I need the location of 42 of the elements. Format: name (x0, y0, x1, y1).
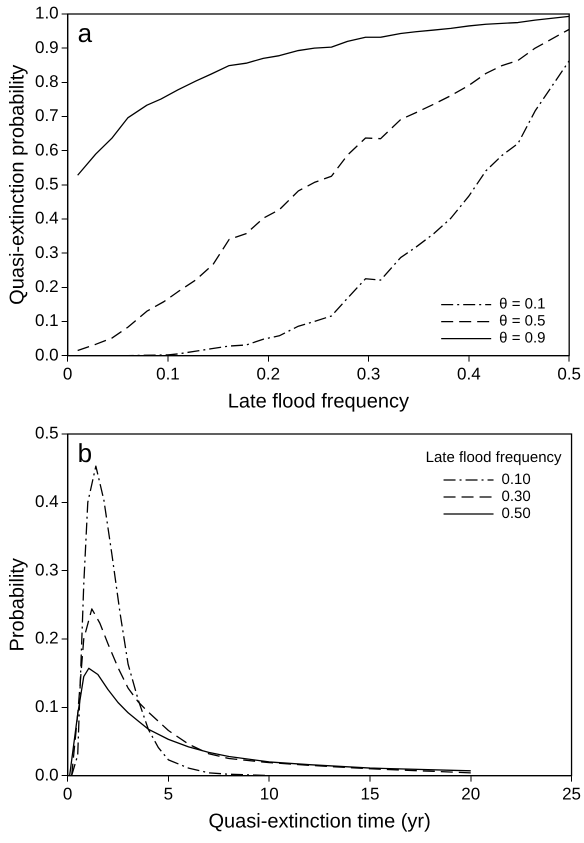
x-tick-label: 0.4 (457, 364, 481, 384)
x-tick-label: 0.3 (356, 364, 380, 384)
x-tick-label: 0.2 (256, 364, 280, 384)
y-tick-label: 0.2 (34, 276, 59, 296)
y-tick-label: 0.4 (34, 208, 59, 228)
y-tick-label: 0.3 (34, 560, 59, 580)
legend-label: θ = 0.5 (499, 312, 546, 330)
y-tick-label: 0.0 (34, 765, 59, 784)
annotation: b (78, 438, 92, 468)
y-tick-label: 0.3 (34, 242, 59, 262)
x-tick-label: 0.1 (156, 364, 180, 384)
y-tick-label: 0.4 (34, 492, 59, 512)
y-axis-title: Quasi-extinction probability (6, 64, 29, 305)
x-tick-label: 0.5 (557, 364, 582, 384)
legend-label: θ = 0.1 (499, 296, 546, 313)
y-tick-label: 0.0 (34, 345, 59, 364)
y-tick-label: 0.9 (34, 38, 59, 57)
x-tick-label: 5 (164, 784, 174, 804)
y-axis-title: Probability (6, 558, 29, 652)
x-tick-label: 0 (62, 364, 72, 384)
y-tick-label: 0.1 (34, 696, 59, 716)
legend-label: 0.50 (502, 505, 531, 522)
y-tick-label: 0.8 (34, 72, 59, 92)
y-tick-label: 0.2 (34, 628, 59, 648)
x-tick-label: 0 (62, 784, 72, 804)
x-tick-label: 25 (562, 784, 582, 804)
legend-title: Late flood frequency (426, 449, 562, 466)
y-tick-label: 0.1 (34, 311, 59, 330)
x-tick-label: 20 (461, 784, 480, 804)
x-axis-title: Quasi-extinction time (yr) (208, 810, 431, 833)
legend-label: 0.10 (502, 471, 531, 488)
x-tick-label: 10 (260, 784, 279, 804)
y-tick-label: 0.6 (34, 140, 59, 160)
x-axis-title: Late flood frequency (228, 390, 410, 413)
x-tick-label: 15 (360, 784, 380, 804)
annotation: a (78, 18, 93, 48)
y-tick-label: 0.7 (34, 106, 59, 126)
y-tick-label: 1.0 (34, 4, 59, 23)
legend-label: 0.30 (502, 488, 531, 506)
legend-label: θ = 0.9 (499, 330, 546, 347)
y-tick-label: 0.5 (34, 424, 59, 443)
y-tick-label: 0.5 (34, 174, 59, 194)
